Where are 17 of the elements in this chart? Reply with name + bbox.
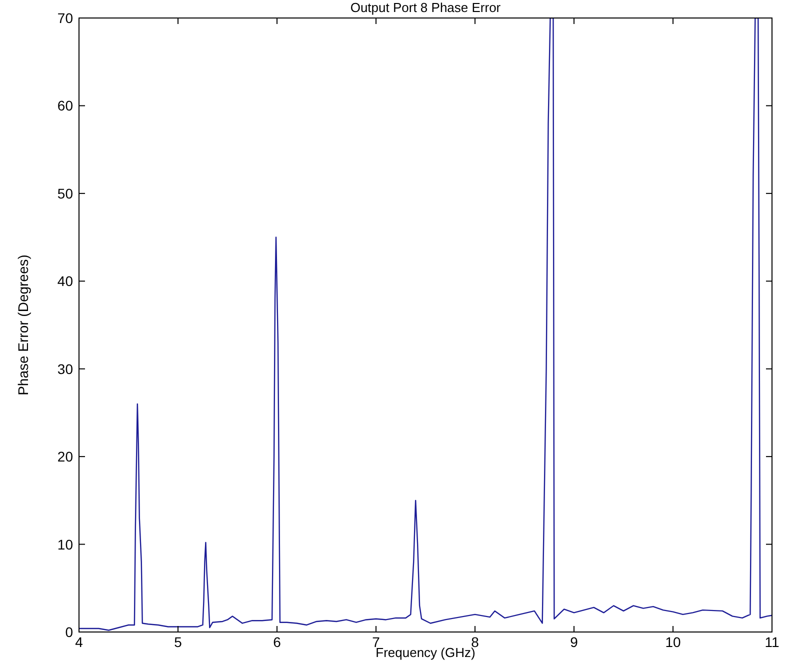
y-tick-label: 70: [57, 10, 74, 26]
y-tick-label: 20: [57, 448, 74, 465]
y-tick-label: 60: [57, 98, 74, 114]
line-series: [79, 18, 772, 631]
x-tick-label: 6: [273, 634, 282, 650]
x-tick-label: 9: [570, 634, 578, 650]
y-tick-label: 50: [57, 185, 74, 202]
x-tick-label: 5: [174, 634, 182, 650]
y-tick-label: 0: [65, 624, 74, 640]
x-tick-label: 4: [75, 634, 84, 650]
y-tick-label: 30: [57, 360, 74, 377]
x-tick-label: 11: [764, 634, 780, 650]
y-axis-title: Phase Error (Degrees): [15, 254, 31, 396]
chart-title: Output Port 8 Phase Error: [350, 0, 502, 15]
y-tick-label: 40: [57, 273, 74, 290]
y-tick-label: 10: [57, 536, 74, 552]
x-tick-label: 10: [665, 634, 681, 650]
